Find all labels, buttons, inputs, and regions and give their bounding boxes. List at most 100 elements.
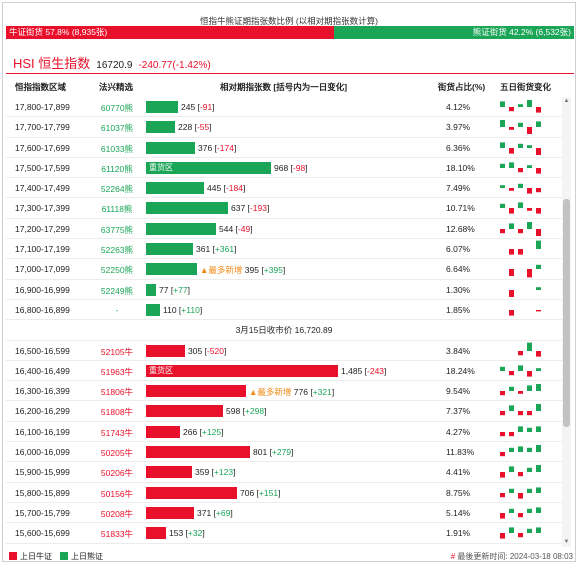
scroll-thumb[interactable] xyxy=(563,199,570,427)
five-day-trend-chart xyxy=(500,100,541,113)
table-row[interactable]: 17,700-17,799 61037熊 228 [-55] 3.97% xyxy=(6,117,562,138)
range-label: 17,800-17,899 xyxy=(15,102,70,112)
warrant-code-link[interactable]: 50156牛 xyxy=(100,488,134,499)
warrant-code-link[interactable]: 61120熊 xyxy=(101,163,133,174)
table-row[interactable]: 16,500-16,599 52105牛 305 [-520] 3.84% xyxy=(6,341,562,361)
table-row[interactable]: 15,900-15,999 50206牛 359 [+123] 4.41% xyxy=(6,462,562,483)
table-row[interactable]: 17,200-17,299 63775熊 544 [-49] 12.68% xyxy=(6,219,562,240)
day-change: +151 xyxy=(258,487,279,498)
table-row[interactable]: 16,300-16,399 51806牛 ▲最多新增 776 [+321] 9.54% xyxy=(6,381,562,402)
day-change: +110 xyxy=(181,304,200,315)
table-row[interactable]: 16,000-16,099 50205牛 801 [+279] 11.83% xyxy=(6,442,562,463)
bull-bear-ratio-bar: 牛证街货 57.8% (8,935张) 熊证街货 42.2% (6,532张) xyxy=(6,26,574,39)
range-label: 17,400-17,499 xyxy=(15,183,70,194)
range-label: 17,700-17,799 xyxy=(15,122,70,133)
warrant-code-link[interactable]: 61118熊 xyxy=(101,204,133,215)
warrant-code-link[interactable]: 61037熊 xyxy=(100,123,134,134)
range-label: 16,100-16,199 xyxy=(15,426,70,437)
warrant-code-link[interactable]: 61033熊 xyxy=(100,143,134,154)
table-row[interactable]: 15,600-15,699 51833牛 153 [+32] 1.91% xyxy=(6,523,562,544)
trend-bar xyxy=(500,101,505,107)
table-row[interactable]: 17,500-17,599 61120熊 重货区 968 [-98] 18.10% xyxy=(6,158,562,179)
scrollbar[interactable]: ▲ ▼ xyxy=(562,97,571,547)
trend-bar xyxy=(536,487,541,493)
contracts-bar xyxy=(146,243,193,256)
warrant-code-link[interactable]: 51806牛 xyxy=(100,387,134,398)
range-label: 15,800-15,899 xyxy=(15,487,70,498)
day-change: +321 xyxy=(312,387,332,398)
warrant-code-link[interactable]: 50205牛 xyxy=(100,448,134,459)
index-name[interactable]: HSI 恒生指数 xyxy=(13,56,91,71)
warrant-code-link[interactable]: 51808牛 xyxy=(100,407,134,418)
table-row[interactable]: 16,200-16,299 51808牛 598 [+298] 7.37% xyxy=(6,401,562,422)
trend-bar xyxy=(509,370,514,376)
table-row[interactable]: 17,300-17,399 61118熊 637 [-193] 10.71% xyxy=(6,198,562,219)
day-change: -49 xyxy=(237,223,251,234)
table-row[interactable]: 15,700-15,799 50208牛 371 [+69] 5.14% xyxy=(6,503,562,524)
five-day-trend-chart xyxy=(500,202,541,215)
warrant-code-link[interactable]: 60770熊 xyxy=(100,103,134,113)
table-row[interactable]: 16,100-16,199 51743牛 266 [+125] 4.27% xyxy=(6,422,562,443)
table-row[interactable]: 16,800-16,899 - 110 [+110] 1.85% xyxy=(6,300,562,321)
warrant-code-link[interactable]: 52105牛 xyxy=(100,346,134,357)
street-pct: 18.24% xyxy=(446,365,475,376)
warrant-code-link[interactable]: 52263熊 xyxy=(100,245,134,256)
table-row[interactable]: 17,100-17,199 52263熊 361 [+361] 6.07% xyxy=(6,239,562,260)
trend-bar xyxy=(509,405,514,412)
contracts-bar xyxy=(146,466,192,479)
trend-bar xyxy=(536,465,541,473)
street-pct: 4.27% xyxy=(446,426,471,437)
warrant-code-link[interactable]: 51743牛 xyxy=(100,427,134,438)
street-pct: 12.68% xyxy=(446,223,475,234)
scroll-up-arrow-icon[interactable]: ▲ xyxy=(563,98,570,104)
table-row[interactable]: 17,800-17,899 60770熊 245 [-91] 4.12% xyxy=(6,97,562,118)
trend-bar xyxy=(527,427,532,432)
trend-bar xyxy=(500,228,505,233)
trend-bar xyxy=(527,447,532,453)
warrant-code-link[interactable]: 52264熊 xyxy=(100,184,134,195)
warrant-code-link[interactable]: 50208牛 xyxy=(100,508,134,519)
trend-bar xyxy=(509,431,514,436)
warrant-code-link[interactable]: 52250熊 xyxy=(100,265,134,276)
warrant-code-link[interactable]: 63775熊 xyxy=(100,224,134,235)
trend-bar xyxy=(509,386,514,392)
table-row[interactable]: 17,600-17,699 61033熊 376 [-174] 6.36% xyxy=(6,138,562,158)
trend-bar xyxy=(509,249,514,255)
range-label: 15,900-15,999 xyxy=(15,467,70,478)
trend-bar xyxy=(518,123,523,128)
trend-bar xyxy=(536,228,541,236)
warrant-code-link[interactable]: 50206牛 xyxy=(100,468,134,479)
warrant-code-link[interactable]: 51963牛 xyxy=(100,366,134,377)
contracts-value: 110 [+110] xyxy=(163,304,203,315)
warrant-code-link[interactable]: 51833牛 xyxy=(100,529,134,540)
trend-bar xyxy=(509,107,514,112)
trend-bar xyxy=(527,468,532,473)
table-row[interactable]: 17,000-17,099 52250熊 ▲最多新增 395 [+395] 6.64% xyxy=(6,259,562,280)
street-pct: 6.64% xyxy=(446,264,471,275)
trend-bar xyxy=(536,188,541,193)
five-day-trend-chart xyxy=(500,384,541,396)
header-pct: 街货占比(%) xyxy=(438,82,486,92)
trend-bar xyxy=(509,162,514,168)
range-label: 16,300-16,399 xyxy=(15,386,70,397)
table-row[interactable]: 17,400-17,499 52264熊 445 [-184] 7.49% xyxy=(6,178,562,199)
warrant-code-link[interactable]: 52249熊 xyxy=(100,285,134,296)
trend-bar xyxy=(536,265,541,270)
five-day-trend-chart xyxy=(500,120,541,135)
five-day-trend-chart xyxy=(500,426,541,436)
contracts-bar xyxy=(146,101,178,113)
five-day-trend-chart xyxy=(509,286,541,297)
table-row[interactable]: 15,800-15,899 50156牛 706 [+151] 8.75% xyxy=(6,483,562,503)
contracts-value: 801 [+279] xyxy=(253,447,294,458)
trend-bar xyxy=(509,527,514,534)
range-label: 17,500-17,599 xyxy=(15,162,70,173)
scroll-down-arrow-icon[interactable]: ▼ xyxy=(563,539,570,545)
table-row[interactable]: 16,400-16,499 51963牛 重货区 1,485 [-243] 18.24% xyxy=(6,361,562,382)
trend-bar xyxy=(509,289,514,297)
contracts-value: 359 [+123] xyxy=(195,467,236,478)
table-row[interactable]: 16,900-16,999 52249熊 77 [+77] 1.30% xyxy=(6,280,562,300)
street-pct: 1.30% xyxy=(446,284,471,295)
trend-bar xyxy=(536,309,541,312)
range-label: 16,000-16,099 xyxy=(15,447,70,458)
day-change: -520 xyxy=(206,345,224,356)
